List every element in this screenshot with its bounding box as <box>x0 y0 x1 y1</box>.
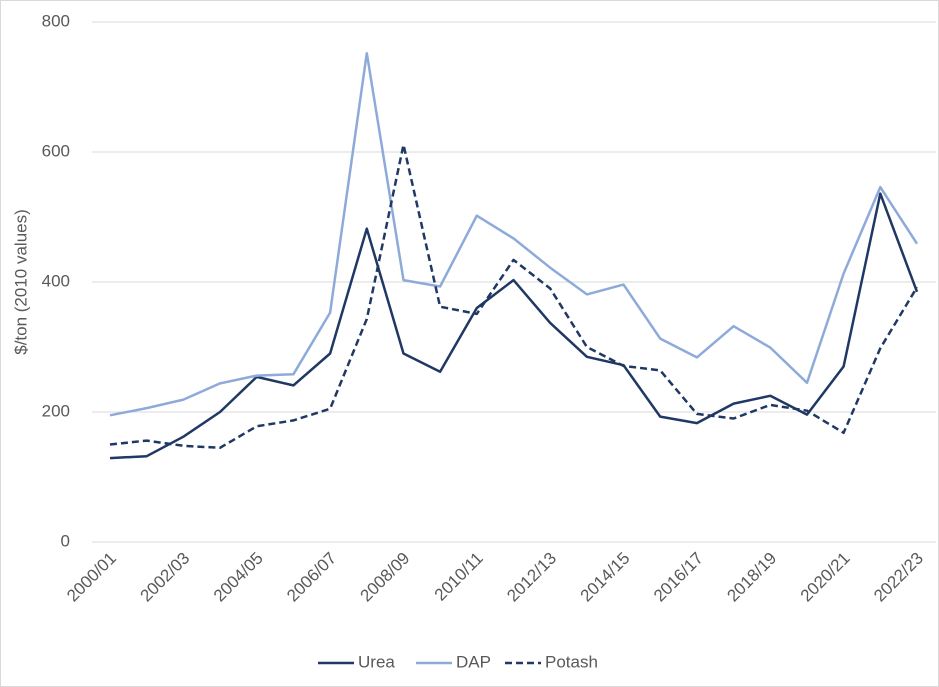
series-line <box>109 192 919 460</box>
legend-label: DAP <box>456 652 491 671</box>
y-tick-label: 200 <box>42 401 70 420</box>
legend-label: Urea <box>358 652 395 671</box>
legend-label: Potash <box>545 652 598 671</box>
series-line <box>109 51 919 417</box>
y-tick-label: 800 <box>42 11 70 30</box>
y-tick-label: 600 <box>42 141 70 160</box>
y-axis-label: $/ton (2010 values) <box>11 209 30 355</box>
y-tick-label: 0 <box>61 531 70 550</box>
y-tick-label: 400 <box>42 271 70 290</box>
series-line <box>109 143 919 450</box>
